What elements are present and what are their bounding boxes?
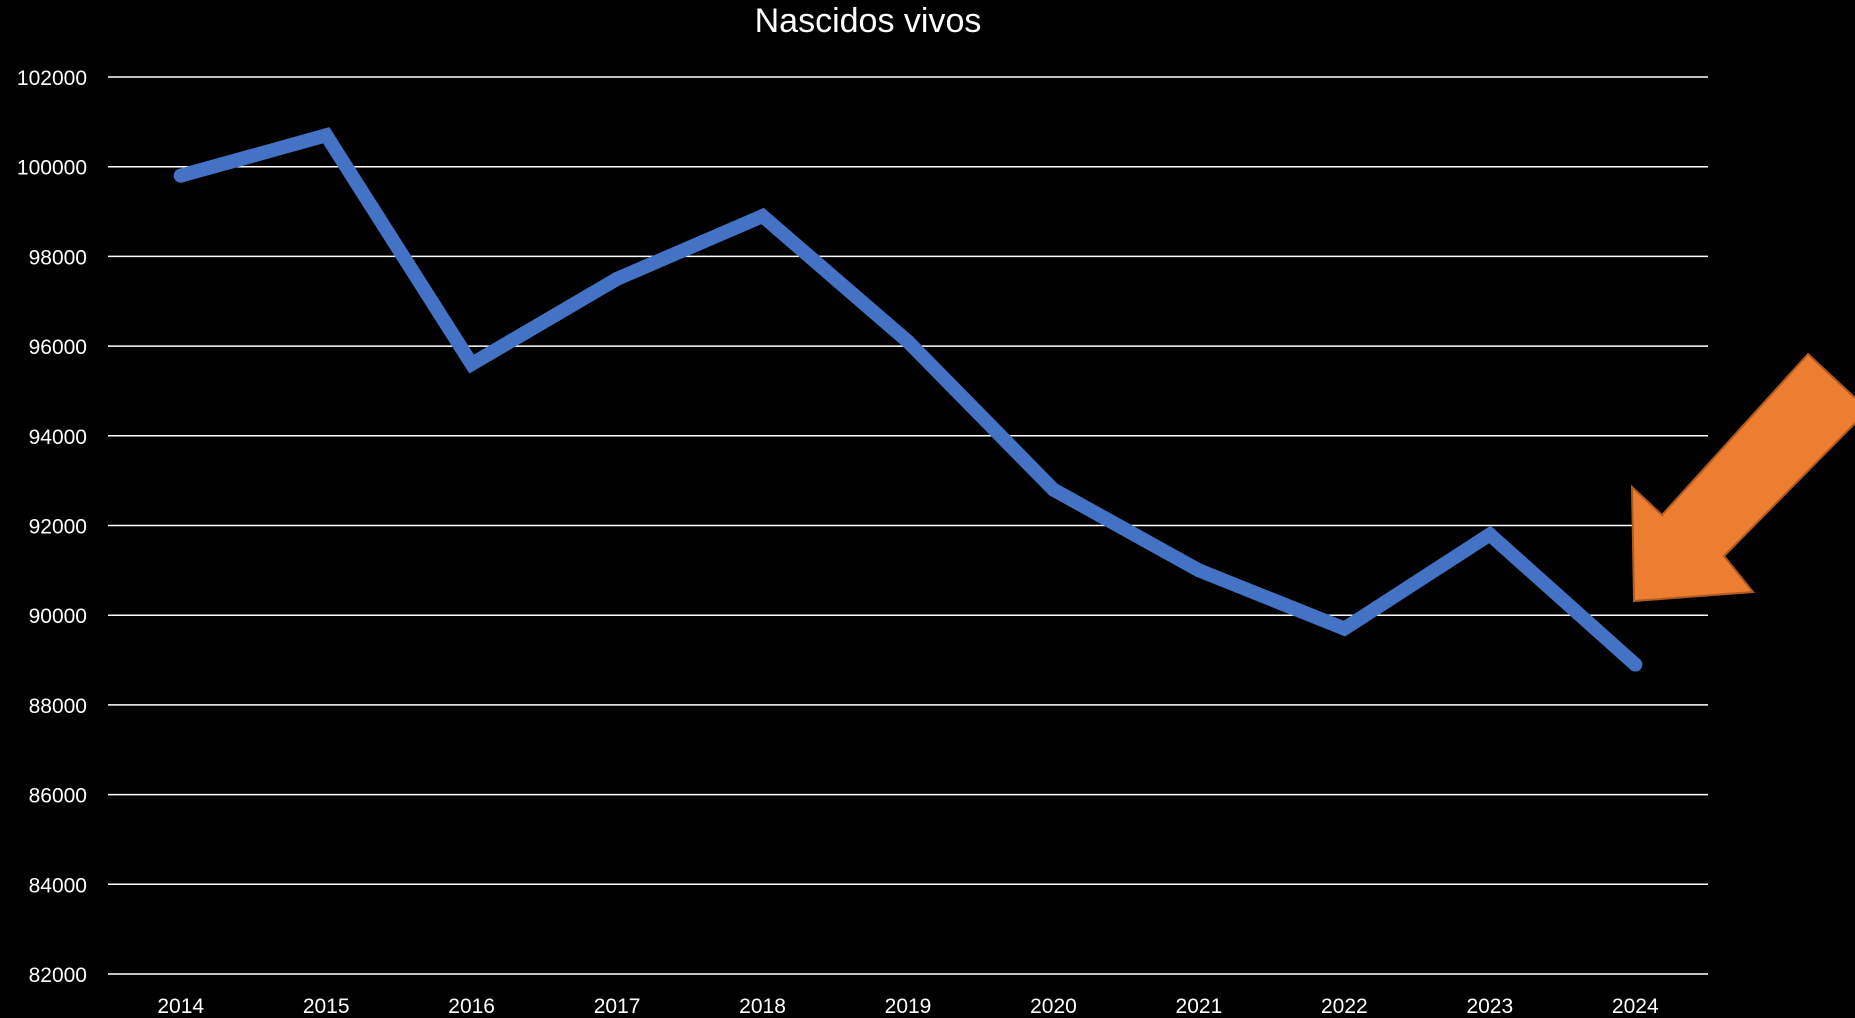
y-tick-label: 92000 [29, 516, 87, 539]
x-tick-label: 2024 [1612, 995, 1659, 1018]
data-point [464, 357, 479, 372]
data-point [1482, 527, 1497, 542]
data-point [319, 128, 334, 143]
y-tick-label: 82000 [29, 964, 87, 987]
y-tick-label: 88000 [29, 695, 87, 718]
y-tick-label: 94000 [29, 426, 87, 449]
data-point [1046, 482, 1061, 497]
data-point [173, 168, 188, 183]
y-tick-label: 86000 [29, 785, 87, 808]
y-tick-label: 102000 [17, 67, 87, 90]
y-tick-label: 98000 [29, 246, 87, 269]
x-tick-label: 2015 [303, 995, 350, 1018]
x-tick-label: 2016 [448, 995, 495, 1018]
data-point [1337, 621, 1352, 636]
y-tick-label: 96000 [29, 336, 87, 359]
series-line [173, 127, 1643, 672]
y-tick-label: 90000 [29, 605, 87, 628]
data-point [755, 209, 770, 224]
x-tick-label: 2019 [885, 995, 932, 1018]
x-tick-label: 2018 [739, 995, 786, 1018]
y-tick-label: 84000 [29, 874, 87, 897]
arrow-down-left-icon [1630, 352, 1855, 603]
data-point [1191, 563, 1206, 578]
data-point [1628, 657, 1643, 672]
x-tick-label: 2017 [594, 995, 641, 1018]
chart-title: Nascidos vivos [754, 2, 982, 40]
x-tick-label: 2023 [1466, 995, 1513, 1018]
x-tick-label: 2014 [157, 995, 204, 1018]
y-tick-label: 100000 [17, 157, 87, 180]
data-point [901, 334, 915, 349]
data-point [610, 271, 625, 286]
x-tick-label: 2022 [1321, 995, 1368, 1018]
x-tick-label: 2020 [1030, 995, 1077, 1018]
x-tick-label: 2021 [1176, 995, 1223, 1018]
